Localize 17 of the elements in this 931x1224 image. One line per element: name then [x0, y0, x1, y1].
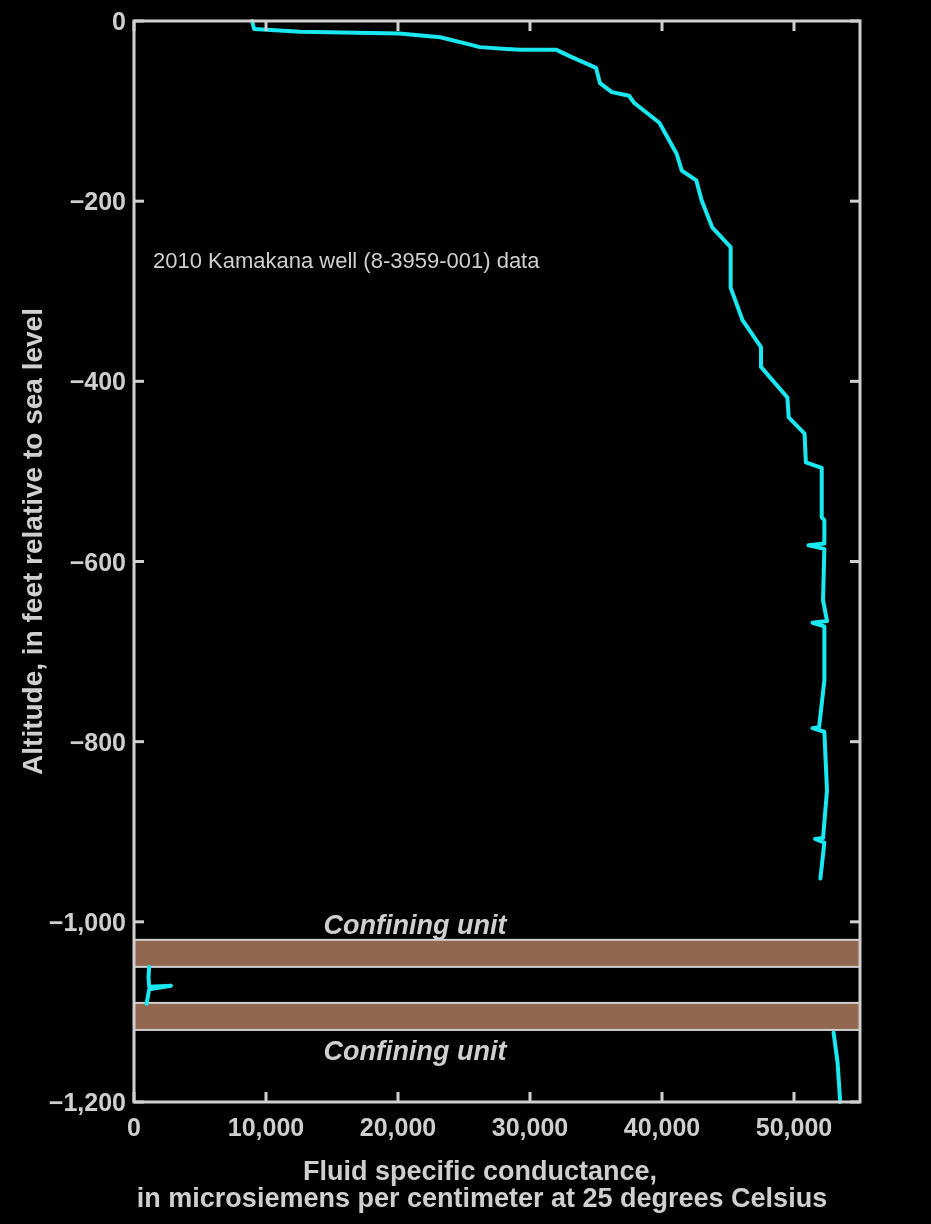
x-tick-label: 40,000 [623, 1113, 701, 1141]
band-label: Confining unit [323, 909, 508, 940]
y-tick-label: −1,200 [48, 1088, 126, 1116]
y-tick-label: −1,000 [48, 907, 126, 936]
y-tick-label: −800 [69, 727, 126, 756]
x-tick-label: 30,000 [491, 1113, 569, 1141]
x-tick-label: 10,000 [227, 1113, 305, 1141]
band-label: Confining unit [323, 1035, 508, 1066]
y-tick-label: 0 [112, 7, 126, 35]
x-tick-label: 20,000 [359, 1113, 437, 1141]
y-axis-title: Altitude, in feet relative to sea level [17, 308, 48, 775]
y-tick-label: −600 [69, 547, 126, 576]
x-tick-label: 50,000 [755, 1113, 833, 1141]
x-axis-title: Fluid specific conductance, in microsiemens per centimeter at 25 degrees Celsius [136, 1156, 828, 1213]
annotation: 2010 Kamakana well (8-3959-001) data [153, 248, 541, 273]
y-tick-label: −400 [69, 367, 126, 396]
y-tick-label: −200 [69, 187, 126, 216]
